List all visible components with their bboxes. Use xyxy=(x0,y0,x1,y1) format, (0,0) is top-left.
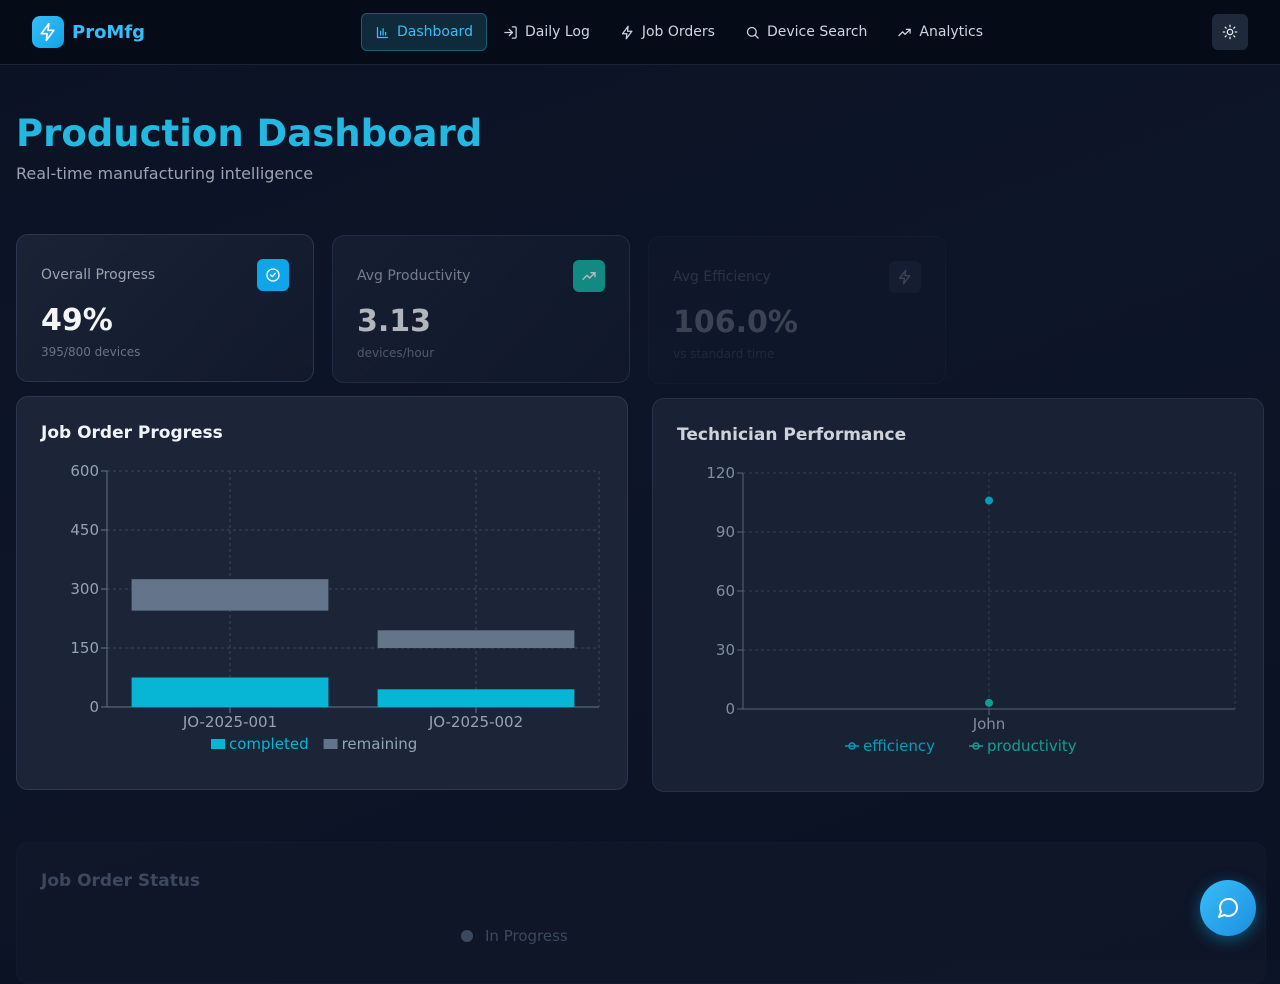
stat-card-avg-productivity: Avg Productivity 3.13 devices/hour xyxy=(332,235,630,383)
stat-sub: devices/hour xyxy=(357,346,435,360)
job-order-status-card: Job Order Status In Progress xyxy=(16,842,1266,984)
technician-performance-panel: Technician Performance 0 30 60 90 120 John eff… xyxy=(652,398,1264,792)
stat-label: Avg Productivity xyxy=(357,268,471,284)
point-productivity xyxy=(985,698,993,707)
brand-name: ProMfg xyxy=(72,21,146,43)
status-legend-item: In Progress xyxy=(461,927,568,945)
theme-toggle-button[interactable] xyxy=(1212,14,1248,50)
x-tick-label: JO-2025-001 xyxy=(182,713,277,731)
point-efficiency xyxy=(985,496,993,505)
bar-chart-icon xyxy=(376,26,389,38)
y-tick-label: 60 xyxy=(716,582,735,600)
main-nav: Dashboard Daily Log Job Orders Device Se… xyxy=(361,13,999,51)
stat-value: 3.13 xyxy=(357,304,432,339)
log-in-icon xyxy=(504,25,517,39)
legend-marker xyxy=(972,742,980,750)
bar-completed xyxy=(131,677,329,707)
y-tick-label: 90 xyxy=(716,523,735,541)
nav-analytics[interactable]: Analytics xyxy=(883,13,997,51)
panel-title: Job Order Status xyxy=(41,871,201,891)
y-tick-label: 0 xyxy=(725,700,735,718)
nav-job-orders-label: Job Orders xyxy=(641,24,715,40)
stat-label: Avg Efficiency xyxy=(673,269,771,285)
legend-label: efficiency xyxy=(863,737,935,755)
bar-remaining xyxy=(131,579,329,611)
y-tick-label: 120 xyxy=(706,464,735,482)
sun-icon xyxy=(1222,24,1238,40)
stat-value: 49% xyxy=(41,303,113,338)
job-order-progress-panel: Job Order Progress 0 150 300 450 600 JO-2025-… xyxy=(16,396,628,790)
chat-button[interactable] xyxy=(1200,880,1256,936)
nav-daily-log-label: Daily Log xyxy=(524,24,590,40)
stat-card-avg-efficiency: Avg Efficiency 106.0% vs standard time xyxy=(648,236,946,384)
nav-analytics-label: Analytics xyxy=(919,24,983,40)
legend-marker xyxy=(848,742,856,750)
legend-label: remaining xyxy=(342,735,418,753)
nav-device-search-label: Device Search xyxy=(766,24,868,40)
lightning-logo-icon xyxy=(32,16,64,48)
page-title: Production Dashboard xyxy=(16,112,483,155)
legend-label: completed xyxy=(229,735,309,753)
y-tick-label: 30 xyxy=(716,641,735,659)
chat-bubble-icon xyxy=(1218,897,1239,918)
y-tick-label: 300 xyxy=(70,580,99,598)
lightning-icon xyxy=(889,261,921,293)
x-tick-label: John xyxy=(972,715,1006,733)
nav-device-search[interactable]: Device Search xyxy=(731,13,881,51)
stat-sub: 395/800 devices xyxy=(41,345,141,359)
y-tick-label: 150 xyxy=(70,639,99,657)
job-order-progress-chart: 0 150 300 450 600 JO-2025-001 JO-2025-002 compl… xyxy=(70,462,600,753)
panel-title: Job Order Progress xyxy=(41,423,223,443)
stat-sub: vs standard time xyxy=(673,347,775,361)
legend-swatch xyxy=(461,930,473,942)
technician-performance-chart: 0 30 60 90 120 John efficiency productivity xyxy=(706,464,1236,755)
nav-job-orders[interactable]: Job Orders xyxy=(606,13,729,51)
legend-label: In Progress xyxy=(485,927,568,945)
nav-dashboard[interactable]: Dashboard xyxy=(361,13,487,51)
search-icon xyxy=(746,26,759,39)
stat-card-overall-progress: Overall Progress 49% 395/800 devices xyxy=(16,234,314,382)
panel-title: Technician Performance xyxy=(677,425,907,445)
x-tick-label: JO-2025-002 xyxy=(428,713,523,731)
bar-remaining xyxy=(377,630,575,648)
y-tick-label: 0 xyxy=(89,698,99,716)
stat-label: Overall Progress xyxy=(41,267,156,283)
check-circle-icon xyxy=(257,259,289,291)
lightning-icon xyxy=(621,25,633,39)
trending-up-icon xyxy=(573,260,605,292)
legend-label: productivity xyxy=(987,737,1077,755)
y-tick-label: 450 xyxy=(70,521,99,539)
stat-value: 106.0% xyxy=(673,305,798,340)
brand[interactable]: ProMfg xyxy=(32,16,145,48)
nav-dashboard-label: Dashboard xyxy=(397,24,473,40)
top-navbar: ProMfg Dashboard Daily Log Job Orders De… xyxy=(0,0,1280,65)
legend-swatch xyxy=(211,739,225,749)
y-tick-label: 600 xyxy=(70,462,99,480)
nav-daily-log[interactable]: Daily Log xyxy=(489,13,604,51)
bar-completed xyxy=(377,689,575,707)
legend-swatch xyxy=(323,739,338,749)
trending-up-icon xyxy=(898,28,912,36)
page-subtitle: Real-time manufacturing intelligence xyxy=(16,164,314,183)
